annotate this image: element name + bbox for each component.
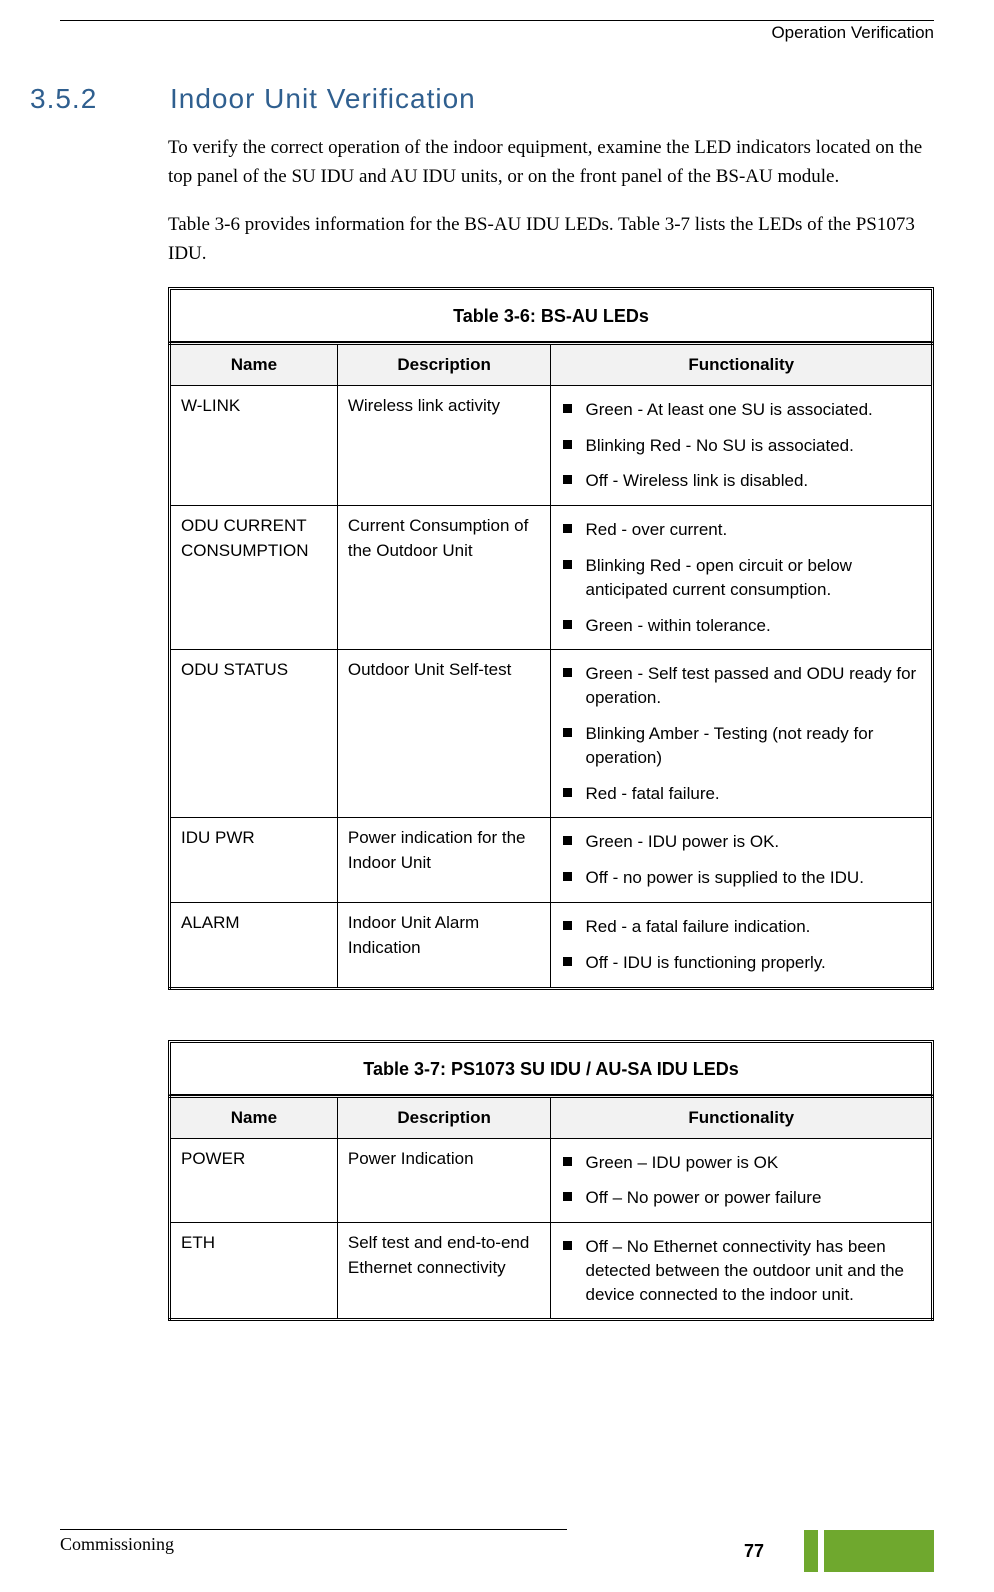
functionality-list: Off – No Ethernet connectivity has been … bbox=[557, 1229, 925, 1312]
table-36-wrap: Table 3-6: BS-AU LEDs Name Description F… bbox=[60, 287, 934, 990]
cell-description: Current Consumption of the Outdoor Unit bbox=[337, 506, 551, 650]
functionality-item: Green - within tolerance. bbox=[557, 608, 925, 644]
table-36-header-row: Name Description Functionality bbox=[170, 343, 933, 385]
table-row: ODU STATUSOutdoor Unit Self-testGreen - … bbox=[170, 650, 933, 818]
page-number: 77 bbox=[744, 1541, 764, 1562]
th-func: Functionality bbox=[551, 1096, 933, 1138]
functionality-item: Off - no power is supplied to the IDU. bbox=[557, 860, 925, 896]
table-row: POWERPower IndicationGreen – IDU power i… bbox=[170, 1138, 933, 1223]
table-37-body: POWERPower IndicationGreen – IDU power i… bbox=[170, 1138, 933, 1320]
th-name: Name bbox=[170, 343, 338, 385]
footer-accent-bar bbox=[804, 1530, 934, 1572]
cell-name: ETH bbox=[170, 1223, 338, 1320]
page-header: Operation Verification bbox=[60, 20, 934, 43]
functionality-item: Off – No Ethernet connectivity has been … bbox=[557, 1229, 925, 1312]
cell-functionality: Red - over current.Blinking Red - open c… bbox=[551, 506, 933, 650]
cell-description: Wireless link activity bbox=[337, 385, 551, 505]
functionality-item: Red - over current. bbox=[557, 512, 925, 548]
cell-name: ODU CURRENT CONSUMPTION bbox=[170, 506, 338, 650]
cell-functionality: Green – IDU power is OKOff – No power or… bbox=[551, 1138, 933, 1223]
functionality-item: Off - Wireless link is disabled. bbox=[557, 463, 925, 499]
functionality-item: Green – IDU power is OK bbox=[557, 1145, 925, 1181]
cell-description: Outdoor Unit Self-test bbox=[337, 650, 551, 818]
footer-left-text: Commissioning bbox=[60, 1530, 804, 1555]
cell-name: ALARM bbox=[170, 902, 338, 988]
table-36-caption: Table 3-6: BS-AU LEDs bbox=[168, 287, 934, 342]
functionality-list: Green – IDU power is OKOff – No power or… bbox=[557, 1145, 925, 1217]
cell-functionality: Off – No Ethernet connectivity has been … bbox=[551, 1223, 933, 1320]
table-row: ALARMIndoor Unit Alarm IndicationRed - a… bbox=[170, 902, 933, 988]
th-desc: Description bbox=[337, 343, 551, 385]
table-36: Table 3-6: BS-AU LEDs Name Description F… bbox=[168, 287, 934, 990]
cell-functionality: Green - IDU power is OK.Off - no power i… bbox=[551, 818, 933, 903]
table-row: ODU CURRENT CONSUMPTIONCurrent Consumpti… bbox=[170, 506, 933, 650]
cell-description: Power Indication bbox=[337, 1138, 551, 1223]
table-row: W-LINKWireless link activityGreen - At l… bbox=[170, 385, 933, 505]
cell-description: Power indication for the Indoor Unit bbox=[337, 818, 551, 903]
cell-functionality: Green - Self test passed and ODU ready f… bbox=[551, 650, 933, 818]
functionality-item: Red - a fatal failure indication. bbox=[557, 909, 925, 945]
th-name: Name bbox=[170, 1096, 338, 1138]
section-number: 3.5.2 bbox=[30, 83, 170, 115]
table-row: ETHSelf test and end-to-end Ethernet con… bbox=[170, 1223, 933, 1320]
cell-description: Self test and end-to-end Ethernet connec… bbox=[337, 1223, 551, 1320]
cell-name: IDU PWR bbox=[170, 818, 338, 903]
table-37-header-row: Name Description Functionality bbox=[170, 1096, 933, 1138]
page-footer: Commissioning 77 bbox=[60, 1529, 934, 1572]
functionality-item: Blinking Red - open circuit or below ant… bbox=[557, 548, 925, 608]
th-desc: Description bbox=[337, 1096, 551, 1138]
table-37-caption: Table 3-7: PS1073 SU IDU / AU-SA IDU LED… bbox=[168, 1040, 934, 1095]
section-heading: 3.5.2 Indoor Unit Verification bbox=[30, 83, 934, 115]
cell-name: W-LINK bbox=[170, 385, 338, 505]
table-row: IDU PWRPower indication for the Indoor U… bbox=[170, 818, 933, 903]
table-36-body: W-LINKWireless link activityGreen - At l… bbox=[170, 385, 933, 988]
functionality-list: Red - over current.Blinking Red - open c… bbox=[557, 512, 925, 643]
functionality-item: Off – No power or power failure bbox=[557, 1180, 925, 1216]
cell-functionality: Red - a fatal failure indication.Off - I… bbox=[551, 902, 933, 988]
page: Operation Verification 3.5.2 Indoor Unit… bbox=[0, 0, 994, 1592]
functionality-item: Green - At least one SU is associated. bbox=[557, 392, 925, 428]
table-37: Table 3-7: PS1073 SU IDU / AU-SA IDU LED… bbox=[168, 1040, 934, 1322]
functionality-list: Green - IDU power is OK.Off - no power i… bbox=[557, 824, 925, 896]
th-func: Functionality bbox=[551, 343, 933, 385]
header-right-text: Operation Verification bbox=[771, 23, 934, 42]
table-37-wrap: Table 3-7: PS1073 SU IDU / AU-SA IDU LED… bbox=[60, 1040, 934, 1322]
functionality-item: Green - Self test passed and ODU ready f… bbox=[557, 656, 925, 716]
functionality-list: Red - a fatal failure indication.Off - I… bbox=[557, 909, 925, 981]
cell-name: ODU STATUS bbox=[170, 650, 338, 818]
functionality-item: Blinking Red - No SU is associated. bbox=[557, 428, 925, 464]
paragraph-2: Table 3-6 provides information for the B… bbox=[60, 210, 934, 269]
functionality-item: Green - IDU power is OK. bbox=[557, 824, 925, 860]
functionality-list: Green - At least one SU is associated.Bl… bbox=[557, 392, 925, 499]
section-title: Indoor Unit Verification bbox=[170, 83, 476, 115]
cell-description: Indoor Unit Alarm Indication bbox=[337, 902, 551, 988]
functionality-item: Off - IDU is functioning properly. bbox=[557, 945, 925, 981]
cell-functionality: Green - At least one SU is associated.Bl… bbox=[551, 385, 933, 505]
functionality-item: Red - fatal failure. bbox=[557, 776, 925, 812]
functionality-list: Green - Self test passed and ODU ready f… bbox=[557, 656, 925, 811]
paragraph-1: To verify the correct operation of the i… bbox=[60, 133, 934, 192]
cell-name: POWER bbox=[170, 1138, 338, 1223]
functionality-item: Blinking Amber - Testing (not ready for … bbox=[557, 716, 925, 776]
